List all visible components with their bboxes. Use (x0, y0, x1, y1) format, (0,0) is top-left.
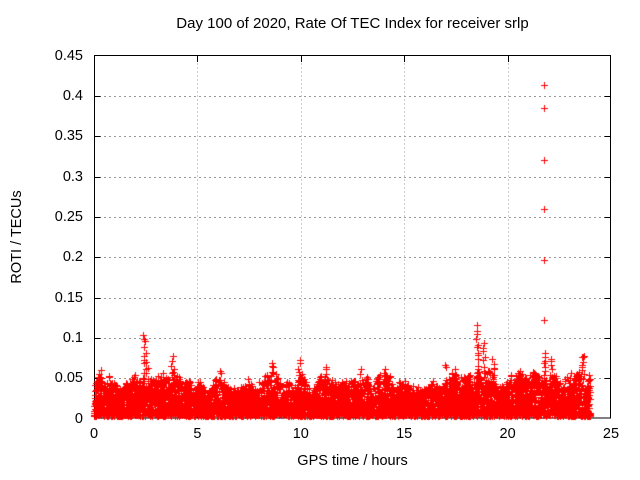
x-tick-label: 20 (499, 426, 516, 442)
y-tick-label: 0.35 (54, 128, 83, 145)
x-tick-label: 10 (292, 426, 309, 442)
y-tick-label: 0.2 (62, 249, 83, 266)
y-axis-label: ROTI / TECUs (9, 190, 25, 284)
y-tick-label: 0.15 (54, 289, 83, 306)
y-tick-label: 0.4 (62, 87, 83, 104)
y-tick-label: 0.25 (54, 208, 83, 225)
x-tick-label: 5 (193, 426, 202, 442)
y-tick-label: 0.3 (62, 168, 83, 185)
y-tick-label: 0.45 (54, 47, 83, 64)
chart-title: Day 100 of 2020, Rate Of TEC Index for r… (176, 15, 529, 32)
x-axis-label: GPS time / hours (297, 453, 408, 469)
x-tick-label: 25 (602, 426, 620, 442)
x-tick-label: 15 (396, 426, 413, 442)
y-tick-label: 0.05 (54, 370, 83, 387)
y-tick-label: 0.1 (62, 329, 83, 346)
y-tick-label: 0 (74, 410, 83, 427)
x-tick-label: 0 (89, 426, 99, 442)
